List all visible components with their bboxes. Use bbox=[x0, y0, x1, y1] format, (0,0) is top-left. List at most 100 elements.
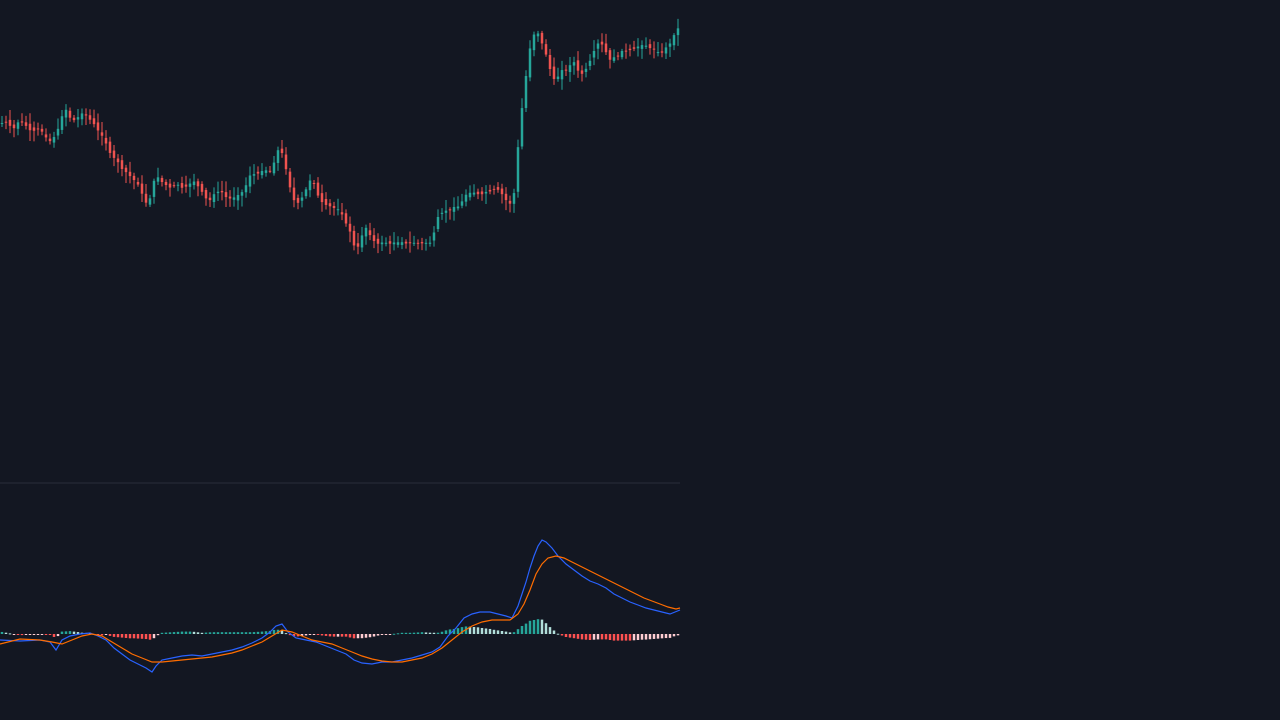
histogram-bar bbox=[332, 634, 336, 637]
candle bbox=[516, 139, 520, 198]
histogram-bar bbox=[476, 627, 480, 634]
histogram-bar bbox=[204, 632, 208, 634]
histogram-bar bbox=[116, 634, 120, 638]
candle-body bbox=[404, 241, 408, 244]
candle-body bbox=[0, 123, 4, 125]
candle-body bbox=[612, 57, 616, 61]
candle bbox=[104, 130, 108, 151]
candle-body bbox=[476, 191, 480, 195]
candle-body bbox=[540, 32, 544, 44]
candle bbox=[48, 133, 52, 145]
candle-body bbox=[92, 118, 96, 125]
candle bbox=[452, 197, 456, 221]
candle-body bbox=[68, 110, 72, 118]
histogram-bar bbox=[440, 631, 444, 634]
candle bbox=[668, 38, 672, 58]
candle bbox=[488, 184, 492, 195]
candle-body bbox=[60, 116, 64, 130]
candle-body bbox=[676, 28, 680, 36]
histogram-bar bbox=[68, 631, 72, 634]
candle-body bbox=[252, 174, 256, 176]
candle-body bbox=[608, 50, 612, 60]
candle-body bbox=[316, 182, 320, 196]
histogram-bar bbox=[372, 634, 376, 637]
candle-body bbox=[132, 175, 136, 181]
histogram-bar bbox=[208, 632, 212, 634]
candle-body bbox=[136, 181, 140, 185]
candle bbox=[44, 128, 48, 142]
candle-body bbox=[416, 242, 420, 244]
candle bbox=[612, 49, 616, 63]
candle bbox=[636, 38, 640, 57]
histogram-bar bbox=[456, 628, 460, 634]
histogram-bar bbox=[8, 633, 12, 635]
candle-body bbox=[352, 230, 356, 246]
candle bbox=[356, 233, 360, 255]
histogram-bar bbox=[36, 634, 40, 635]
candle-body bbox=[296, 197, 300, 203]
histogram-bar bbox=[572, 634, 576, 639]
histogram-bar bbox=[32, 634, 36, 635]
candle-body bbox=[376, 238, 380, 244]
candle bbox=[164, 179, 168, 191]
candle bbox=[168, 178, 172, 197]
candle-body bbox=[568, 65, 572, 73]
candle bbox=[600, 33, 604, 53]
candle bbox=[112, 145, 116, 167]
candle-body bbox=[400, 242, 404, 245]
histogram-bar bbox=[504, 631, 508, 634]
price-pane bbox=[0, 18, 680, 255]
candle-body bbox=[532, 34, 536, 51]
candle bbox=[528, 40, 532, 82]
histogram-bar bbox=[100, 634, 104, 636]
histogram-bar bbox=[300, 634, 304, 636]
candle bbox=[64, 104, 68, 127]
candle bbox=[676, 18, 680, 46]
candle-body bbox=[32, 127, 36, 131]
histogram-bar bbox=[664, 634, 668, 639]
candle bbox=[252, 164, 256, 185]
histogram-bar bbox=[176, 631, 180, 634]
candle bbox=[108, 136, 112, 159]
histogram-bar bbox=[56, 634, 60, 637]
histogram-bar bbox=[216, 632, 220, 634]
candle bbox=[36, 122, 40, 136]
candle-body bbox=[388, 241, 392, 244]
candle-body bbox=[464, 194, 468, 202]
candle-body bbox=[448, 209, 452, 211]
histogram-bar bbox=[640, 634, 644, 640]
histogram-bar bbox=[64, 631, 68, 634]
candle bbox=[440, 208, 444, 220]
candle bbox=[120, 154, 124, 177]
histogram-bar bbox=[120, 634, 124, 638]
histogram-bar bbox=[184, 631, 188, 634]
candle-body bbox=[340, 212, 344, 215]
histogram-bar bbox=[584, 634, 588, 640]
candle-body bbox=[472, 192, 476, 195]
candle-body bbox=[460, 201, 464, 206]
histogram-bar bbox=[396, 633, 400, 635]
candle bbox=[56, 118, 60, 140]
candle bbox=[192, 173, 196, 190]
histogram-bar bbox=[316, 634, 320, 635]
candle bbox=[292, 177, 296, 208]
candle bbox=[552, 57, 556, 85]
histogram-bar bbox=[260, 631, 264, 634]
candle bbox=[312, 180, 316, 189]
candle-body bbox=[432, 232, 436, 241]
candle-body bbox=[576, 60, 580, 71]
candle bbox=[148, 194, 152, 207]
candle bbox=[84, 108, 88, 126]
candle-body bbox=[624, 50, 628, 52]
histogram-bar bbox=[140, 634, 144, 639]
candle bbox=[188, 178, 192, 198]
candle-body bbox=[572, 62, 576, 66]
candle-body bbox=[492, 188, 496, 190]
candle-body bbox=[16, 122, 20, 129]
histogram-bar bbox=[472, 626, 476, 634]
histogram-bar bbox=[360, 634, 364, 639]
candle-body bbox=[452, 207, 456, 212]
candle-body bbox=[648, 44, 652, 49]
candle bbox=[448, 207, 452, 220]
candle bbox=[524, 70, 528, 113]
